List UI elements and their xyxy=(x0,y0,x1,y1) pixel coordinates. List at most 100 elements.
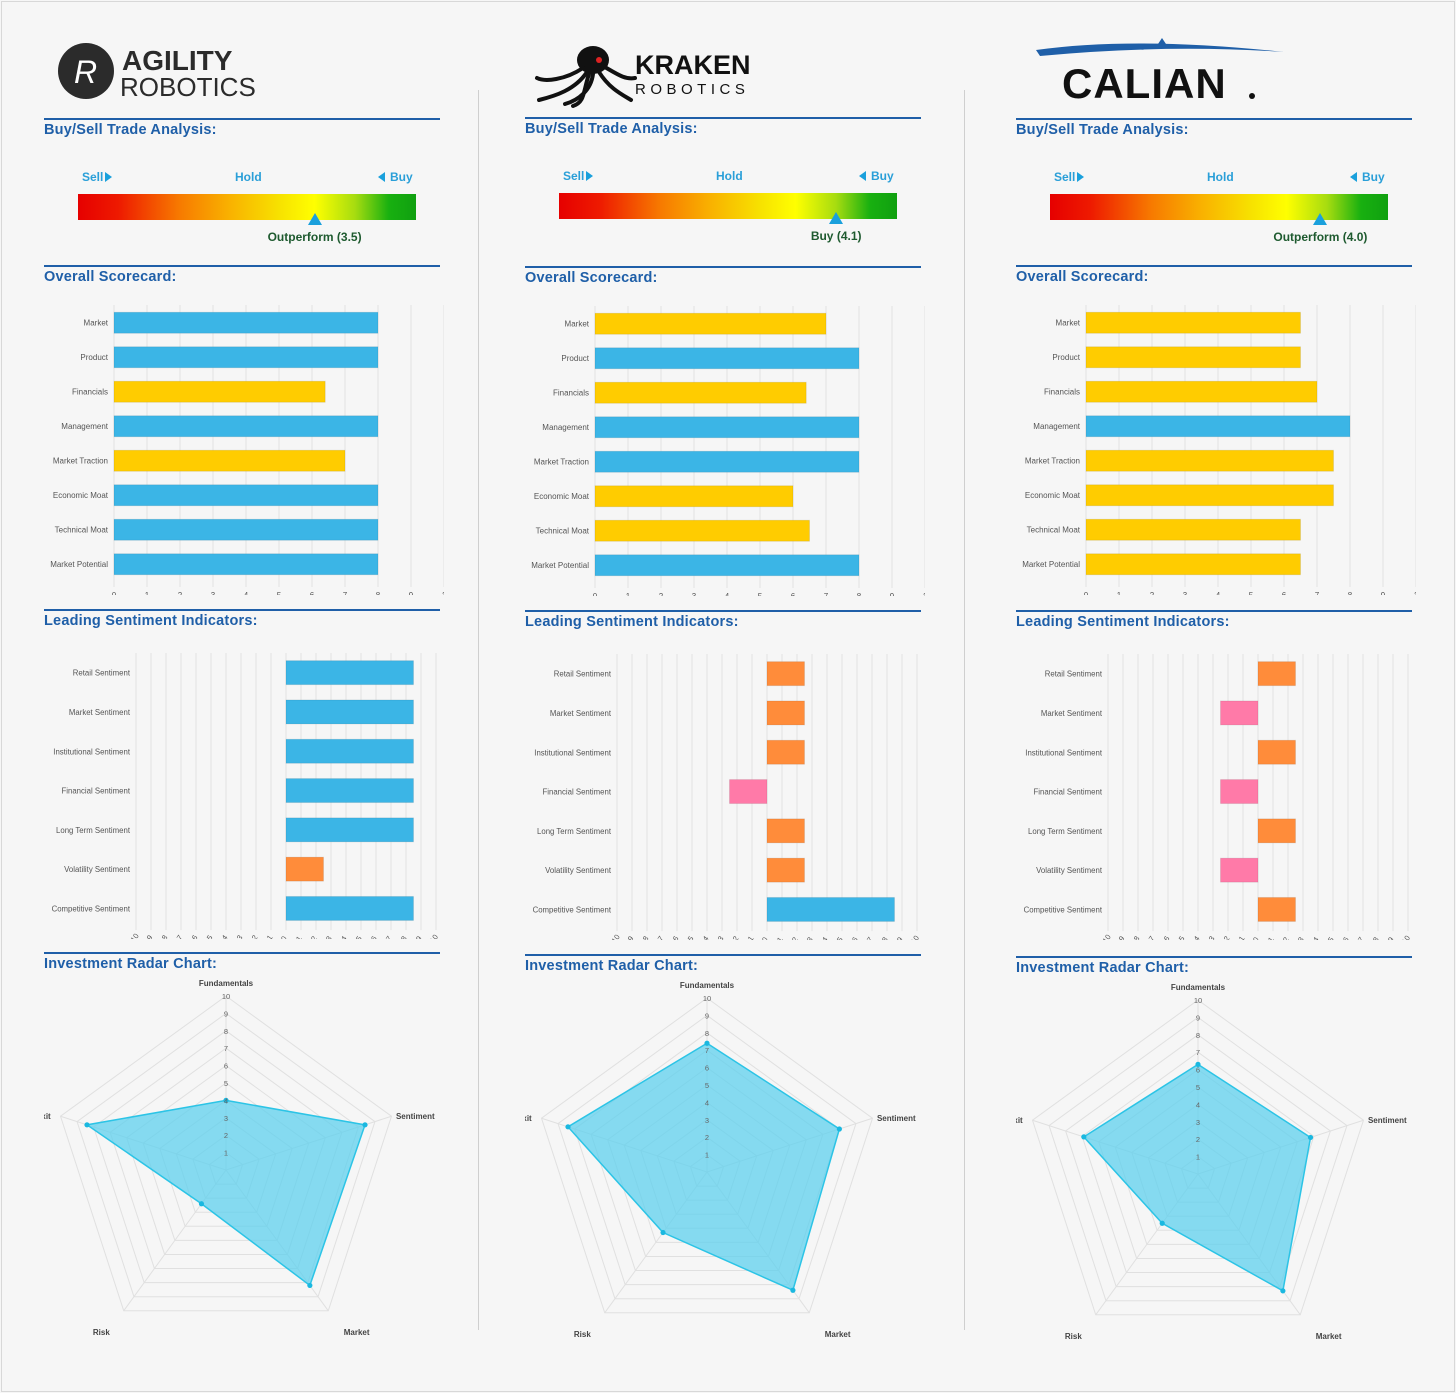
radar-chart: 1 2 3 4 5 6 7 8 9 10 Fundamentals Sentiment Market Ri… xyxy=(44,980,435,1337)
x-tick-label: 4 xyxy=(725,592,730,596)
logo-monogram: R xyxy=(74,54,97,90)
trade-gauge: Sell Hold Buy Buy (4.1) xyxy=(525,169,925,259)
radar-axis-label: Fundamentals xyxy=(199,980,254,988)
x-tick-label: 1 xyxy=(1266,935,1276,940)
section-divider xyxy=(525,954,921,956)
sentiment-bar xyxy=(285,856,324,882)
section-divider xyxy=(1016,118,1412,120)
x-tick-label: -9 xyxy=(624,934,635,940)
scorecard-chart: Market Product Financials Management Market … xyxy=(1022,305,1416,595)
scorecard-title: Overall Scorecard: xyxy=(525,270,658,286)
x-tick-label: 9 xyxy=(414,934,424,939)
radar-grid-ring xyxy=(1031,999,1365,1316)
category-label: Financials xyxy=(72,387,108,396)
x-tick-label: -1 xyxy=(744,934,755,940)
radar-axis-label: Exit xyxy=(1016,1116,1023,1125)
radar-title: Investment Radar Chart: xyxy=(44,956,217,972)
radar-axis-label: Fundamentals xyxy=(680,982,735,990)
score-bar xyxy=(594,554,860,577)
x-tick-label: 2 xyxy=(1150,591,1155,595)
radar-point xyxy=(836,1126,842,1132)
category-label: Market Sentiment xyxy=(1041,709,1103,718)
radar-axis-label: Sentiment xyxy=(877,1114,916,1123)
radar-grid-ring xyxy=(1081,1051,1315,1274)
rating-marker-icon xyxy=(307,213,322,225)
x-tick-label: 3 xyxy=(1296,935,1306,940)
x-tick-label: 7 xyxy=(343,591,348,595)
hold-label: Hold xyxy=(716,169,743,183)
x-tick-label: 9 xyxy=(895,935,905,940)
x-tick-label: 6 xyxy=(791,592,796,596)
radar-tick-label: 3 xyxy=(1196,1118,1200,1127)
buy-arrow-icon xyxy=(378,172,385,182)
x-tick-label: 8 xyxy=(880,935,890,940)
x-tick-label: 0 xyxy=(279,934,289,939)
category-label: Management xyxy=(61,422,108,431)
category-label: Product xyxy=(80,353,108,362)
radar-grid-ring xyxy=(557,1014,857,1300)
x-tick-label: -6 xyxy=(1160,934,1171,940)
x-tick-label: 3 xyxy=(324,934,334,939)
x-tick-label: 6 xyxy=(369,934,379,939)
category-label: Market xyxy=(1056,318,1081,327)
radar-point xyxy=(1195,1061,1201,1067)
category-label: Technical Moat xyxy=(1027,525,1081,534)
x-tick-label: 1 xyxy=(294,934,304,939)
radar-chart: 1 2 3 4 5 6 7 8 9 10 Fundamentals Sentiment Market Ri… xyxy=(1016,984,1407,1341)
sentiment-bar xyxy=(285,699,414,725)
section-divider xyxy=(44,118,440,120)
category-label: Long Term Sentiment xyxy=(56,826,131,835)
x-tick-label: 0 xyxy=(112,591,117,595)
radar-tick-label: 4 xyxy=(705,1098,709,1107)
x-tick-label: -5 xyxy=(684,934,695,940)
category-label: Management xyxy=(1033,422,1080,431)
category-label: Financial Sentiment xyxy=(543,788,612,797)
radar-tick-label: 4 xyxy=(224,1096,228,1105)
hold-label: Hold xyxy=(1207,170,1234,184)
category-label: Volatility Sentiment xyxy=(1036,866,1103,875)
category-label: Retail Sentiment xyxy=(1045,670,1103,679)
radar-tick-label: 8 xyxy=(1196,1031,1200,1040)
radar-point xyxy=(1280,1288,1286,1294)
radar-tick-label: 1 xyxy=(705,1151,709,1160)
x-tick-label: 5 xyxy=(1249,591,1254,595)
x-tick-label: 9 xyxy=(409,591,414,595)
sentiment-bar xyxy=(1257,739,1296,765)
section-divider xyxy=(1016,610,1412,612)
sell-label: Sell xyxy=(82,170,104,184)
category-label: Retail Sentiment xyxy=(73,669,131,678)
column-divider xyxy=(964,90,965,1330)
sentiment-bar xyxy=(1257,661,1296,687)
logo-swoosh-peak xyxy=(1158,38,1166,44)
sentiment-bar xyxy=(1220,700,1259,726)
sell-arrow-icon xyxy=(1077,172,1084,182)
x-tick-label: 8 xyxy=(1348,591,1353,595)
sentiment-title: Leading Sentiment Indicators: xyxy=(525,614,739,630)
section-divider xyxy=(525,266,921,268)
x-tick-label: -1 xyxy=(263,933,274,939)
radar-title: Investment Radar Chart: xyxy=(1016,960,1189,976)
logo-name-bottom: ROBOTICS xyxy=(635,81,749,98)
category-label: Product xyxy=(1052,353,1080,362)
score-bar xyxy=(1085,553,1301,576)
x-tick-label: -3 xyxy=(1205,934,1216,940)
logo-name-bottom: ROBOTICS xyxy=(120,72,256,102)
sentiment-bar xyxy=(729,779,768,805)
category-label: Competitive Sentiment xyxy=(1024,905,1103,914)
score-bar xyxy=(1085,346,1301,369)
sell-label: Sell xyxy=(563,169,585,183)
x-tick-label: 1 xyxy=(442,591,444,595)
x-tick-label: 0 xyxy=(593,592,598,596)
rating-label: Outperform (3.5) xyxy=(267,230,362,244)
x-tick-label: -7 xyxy=(1145,934,1156,940)
x-tick-label: -8 xyxy=(639,934,650,940)
score-bar xyxy=(113,553,379,576)
x-tick-label: 3 xyxy=(211,591,216,595)
sentiment-bar xyxy=(766,896,895,922)
sentiment-bar xyxy=(1257,896,1296,922)
section-divider xyxy=(44,952,440,954)
radar-point xyxy=(660,1229,666,1236)
category-label: Market Sentiment xyxy=(69,708,131,717)
buy-arrow-icon xyxy=(859,171,866,181)
category-label: Market Traction xyxy=(534,457,589,466)
